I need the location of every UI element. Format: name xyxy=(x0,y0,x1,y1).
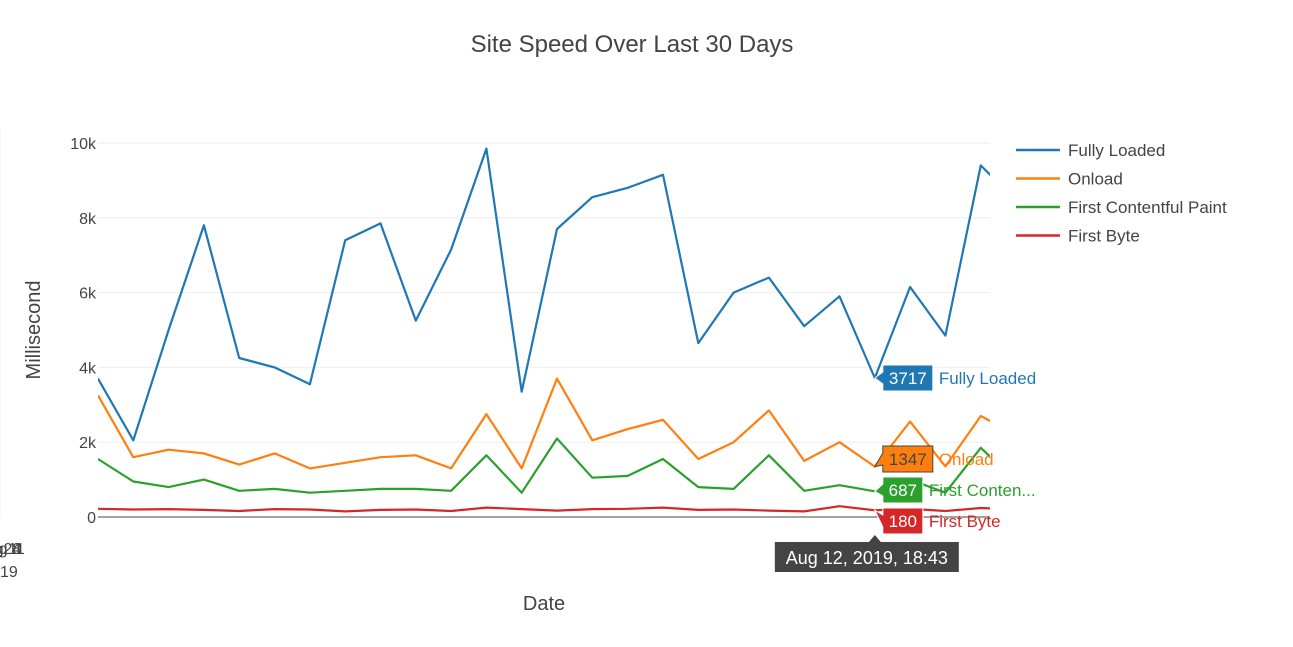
x-tick-label: Aug 11 xyxy=(0,541,25,558)
x-axis-title: Date xyxy=(523,593,565,615)
hover-series-name: First Conten... xyxy=(929,481,1036,500)
hover-label: 3717 Fully Loaded xyxy=(873,364,1036,392)
series-line-first-contentful-paint[interactable] xyxy=(98,437,1016,494)
hover-label: 1347 Onload xyxy=(873,445,994,473)
legend-item[interactable]: Fully Loaded xyxy=(1016,141,1165,160)
hover-value: 3717 xyxy=(889,369,927,388)
legend-label: First Byte xyxy=(1068,227,1140,246)
grid xyxy=(0,128,990,518)
hover-value: 180 xyxy=(889,512,917,531)
series-lines xyxy=(98,147,1016,513)
y-axis-title: Millisecond xyxy=(23,281,45,380)
hover-box xyxy=(873,364,934,392)
y-tick-label: 10k xyxy=(70,136,97,153)
x-hover-label: Aug 12, 2019, 18:43 xyxy=(774,535,959,572)
hover-label: 180 First Byte xyxy=(873,507,1001,535)
hover-box xyxy=(873,445,934,473)
legend-label: First Contentful Paint xyxy=(1068,198,1227,217)
series-line-fully-loaded[interactable] xyxy=(98,147,1016,442)
x-tick-label: Jul 28 xyxy=(0,541,21,558)
hover-label: 687 First Conten... xyxy=(873,476,1036,504)
y-tick-label: 2k xyxy=(79,435,97,452)
hover-series-name: Onload xyxy=(939,450,994,469)
hover-box xyxy=(873,476,924,504)
series-line-onload[interactable] xyxy=(98,377,1016,470)
legend-item[interactable]: Onload xyxy=(1016,170,1123,189)
hover-value: 687 xyxy=(889,481,917,500)
y-tick-label: 6k xyxy=(79,286,97,303)
y-tick-label: 8k xyxy=(79,211,97,228)
y-tick-label: 0 xyxy=(87,510,96,527)
hover-labels: 3717 Fully Loaded 1347 Onload 687 First Conte… xyxy=(774,364,1036,572)
x-hover-text: Aug 12, 2019, 18:43 xyxy=(786,548,948,568)
chart-title: Site Speed Over Last 30 Days xyxy=(471,31,794,58)
x-tick-label: Aug 4 xyxy=(0,541,21,558)
hover-series-name: Fully Loaded xyxy=(939,369,1036,388)
x-tick-sublabel: 2019 xyxy=(0,564,18,581)
hover-value: 1347 xyxy=(889,450,927,469)
legend-label: Onload xyxy=(1068,170,1123,189)
legend-item[interactable]: First Byte xyxy=(1016,227,1140,246)
y-tick-label: 4k xyxy=(79,360,97,377)
hover-box xyxy=(873,507,924,535)
y-axis-ticks: 0 2k 4k 6k 8k 10k xyxy=(70,136,97,527)
x-axis-ticks: Jul 28 2019 Aug 4Aug 11 xyxy=(0,541,25,581)
hover-series-name: First Byte xyxy=(929,512,1001,531)
x-hover-box xyxy=(774,535,959,572)
legend-label: Fully Loaded xyxy=(1068,141,1165,160)
legend[interactable]: Fully Loaded Onload First Contentful Paint… xyxy=(1016,141,1227,246)
series-line-first-byte[interactable] xyxy=(98,505,1016,513)
legend-item[interactable]: First Contentful Paint xyxy=(1016,198,1227,217)
